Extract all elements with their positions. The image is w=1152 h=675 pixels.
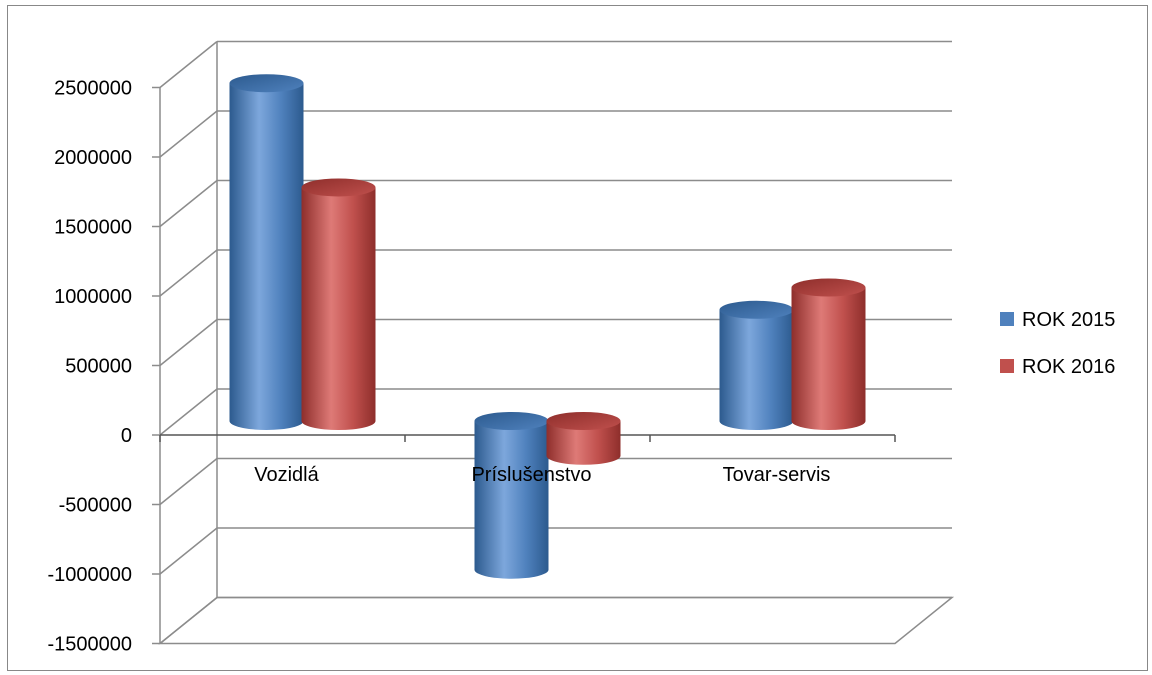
bar-cap [719, 300, 794, 319]
bars [229, 74, 866, 579]
bar-rok-2016-1 [546, 412, 621, 465]
gridline-diagonal [159, 40, 218, 89]
category-label: Príslušenstvo [471, 464, 591, 486]
gridline-diagonal [159, 457, 218, 506]
gridline-diagonal [159, 527, 218, 575]
gridline-diagonal [159, 249, 218, 297]
y-tick-label: 2000000 [54, 147, 132, 169]
y-tick-labels: 2500000 2000000 1500000 1000000 500000 0 -5000… [47, 78, 132, 656]
legend: ROK 2015 ROK 2016 [1000, 309, 1115, 378]
y-tick-label: -1500000 [47, 634, 132, 656]
gridline-diagonal [159, 388, 218, 436]
y-tick-label: 500000 [65, 356, 132, 378]
legend-label: ROK 2015 [1022, 309, 1115, 331]
bar-body [229, 83, 304, 430]
chart-frame [7, 5, 1148, 671]
bar-rok-2015-0 [229, 74, 304, 430]
bar-cap [474, 412, 549, 430]
gridline-diagonal [159, 110, 218, 158]
bar-body [474, 421, 549, 579]
y-tick-label: 1000000 [54, 286, 132, 308]
bar-cap [229, 74, 304, 93]
y-tick-label: -500000 [59, 495, 132, 517]
bar-cap [546, 412, 621, 430]
bar-body [301, 187, 376, 430]
bar-rok-2015-2 [719, 300, 794, 430]
bar-rok-2015-1 [474, 412, 549, 579]
legend-swatch [1000, 312, 1014, 326]
chart-floor [157, 596, 955, 645]
bar-cap [301, 178, 376, 197]
category-label: Vozidlá [254, 464, 319, 486]
bar-body [791, 287, 866, 430]
legend-item: ROK 2016 [1000, 356, 1115, 378]
category-labels: Vozidlá Príslušenstvo Tovar-servis [254, 464, 830, 486]
legend-label: ROK 2016 [1022, 356, 1115, 378]
gridline-diagonal [159, 179, 218, 228]
bar-cap [791, 278, 866, 297]
y-tick-label: 0 [121, 425, 132, 447]
bar-body [546, 421, 621, 465]
y-tick-label: 2500000 [54, 78, 132, 100]
y-tick-label: 1500000 [54, 217, 132, 239]
category-label: Tovar-servis [723, 464, 831, 486]
y-tick-label: -1000000 [47, 564, 132, 586]
bar-rok-2016-0 [301, 178, 376, 430]
legend-swatch [1000, 359, 1014, 373]
bar-rok-2016-2 [791, 278, 866, 430]
gridline-diagonal [159, 596, 218, 645]
gridline-diagonal [159, 318, 218, 367]
bar-body [719, 309, 794, 430]
legend-item: ROK 2015 [1000, 309, 1115, 331]
